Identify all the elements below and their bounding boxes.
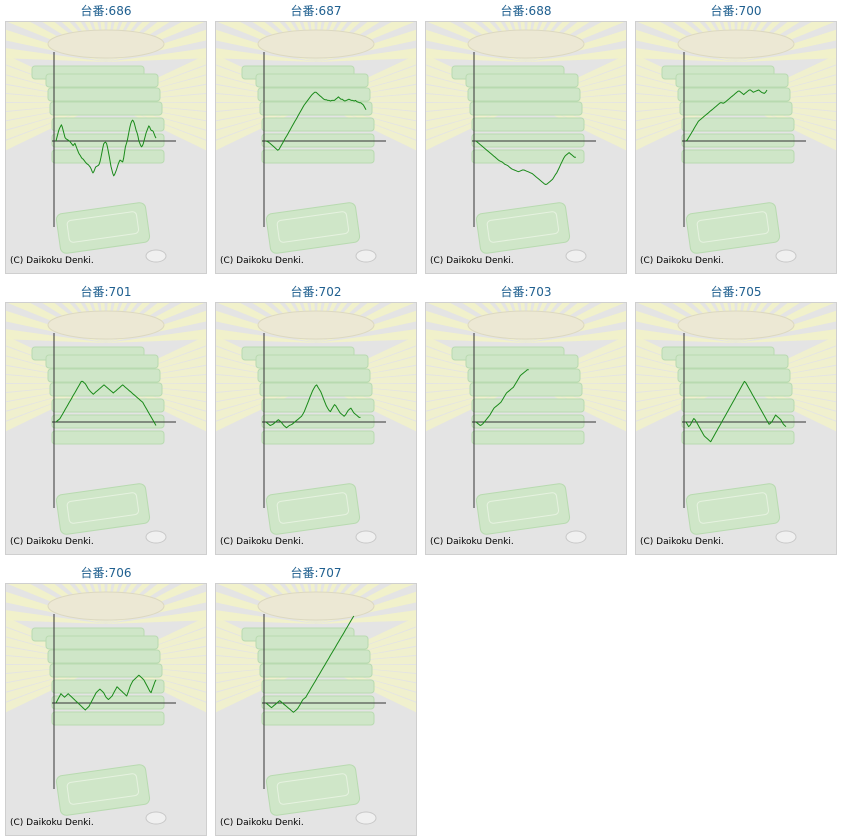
chart-frame: (C) Daikoku Denki. [215,583,417,836]
copyright-text: (C) Daikoku Denki. [430,537,514,547]
machine-background [636,303,836,544]
machine-chart-card: 台番:703 (C) Daikoku Denki. [424,281,628,555]
copyright-text: (C) Daikoku Denki. [10,818,94,828]
series-line [55,674,157,711]
chart-title[interactable]: 台番:688 [500,4,552,18]
chart-title[interactable]: 台番:706 [80,566,132,580]
chart-title[interactable]: 台番:700 [710,4,762,18]
series-line [685,380,787,443]
line-chart [426,303,626,544]
line-chart [6,303,206,544]
line-chart [216,303,416,544]
machine-chart-card: 台番:701 (C) Daikoku Denki. [4,281,208,555]
chart-frame: (C) Daikoku Denki. [215,302,417,555]
chart-title[interactable]: 台番:701 [80,285,132,299]
chart-frame: (C) Daikoku Denki. [425,302,627,555]
chart-title[interactable]: 台番:707 [290,566,342,580]
machine-chart-card: 台番:687 (C) Daikoku Denki. [214,0,418,274]
series-line [265,384,361,429]
line-chart [216,584,416,825]
machine-background [426,22,626,263]
chart-frame: (C) Daikoku Denki. [635,21,837,274]
chart-frame: (C) Daikoku Denki. [5,583,207,836]
machine-chart-card: 台番:706 (C) Daikoku Denki. [4,562,208,836]
series-line [265,91,367,151]
chart-title[interactable]: 台番:702 [290,285,342,299]
chart-title[interactable]: 台番:687 [290,4,342,18]
machine-background [6,584,206,825]
chart-title[interactable]: 台番:703 [500,285,552,299]
machine-chart-card: 台番:700 (C) Daikoku Denki. [634,0,838,274]
series-line [55,119,157,177]
copyright-text: (C) Daikoku Denki. [220,256,304,266]
machine-background [6,22,206,263]
copyright-text: (C) Daikoku Denki. [640,537,724,547]
chart-frame: (C) Daikoku Denki. [215,21,417,274]
line-chart [216,22,416,263]
line-chart [426,22,626,263]
machine-background [216,303,416,544]
machine-chart-card: 台番:702 (C) Daikoku Denki. [214,281,418,555]
chart-frame: (C) Daikoku Denki. [5,21,207,274]
line-chart [636,22,836,263]
line-chart [6,22,206,263]
series-line [475,140,576,185]
chart-title[interactable]: 台番:686 [80,4,132,18]
machine-chart-card: 台番:688 (C) Daikoku Denki. [424,0,628,274]
copyright-text: (C) Daikoku Denki. [430,256,514,266]
line-chart [6,584,206,825]
copyright-text: (C) Daikoku Denki. [10,537,94,547]
machine-background [636,22,836,263]
machine-background [6,303,206,544]
series-line [55,380,157,426]
series-line [265,615,355,713]
chart-frame: (C) Daikoku Denki. [5,302,207,555]
copyright-text: (C) Daikoku Denki. [220,537,304,547]
machine-chart-card: 台番:707 (C) Daikoku Denki. [214,562,418,836]
series-line [475,369,529,426]
copyright-text: (C) Daikoku Denki. [220,818,304,828]
machine-background [426,303,626,544]
chart-title[interactable]: 台番:705 [710,285,762,299]
machine-background [216,584,416,825]
chart-frame: (C) Daikoku Denki. [425,21,627,274]
line-chart [636,303,836,544]
series-line [685,89,768,142]
machine-chart-card: 台番:705 (C) Daikoku Denki. [634,281,838,555]
copyright-text: (C) Daikoku Denki. [640,256,724,266]
machine-background [216,22,416,263]
copyright-text: (C) Daikoku Denki. [10,256,94,266]
chart-frame: (C) Daikoku Denki. [635,302,837,555]
machine-chart-card: 台番:686 (C) Daikoku Denki. [4,0,208,274]
